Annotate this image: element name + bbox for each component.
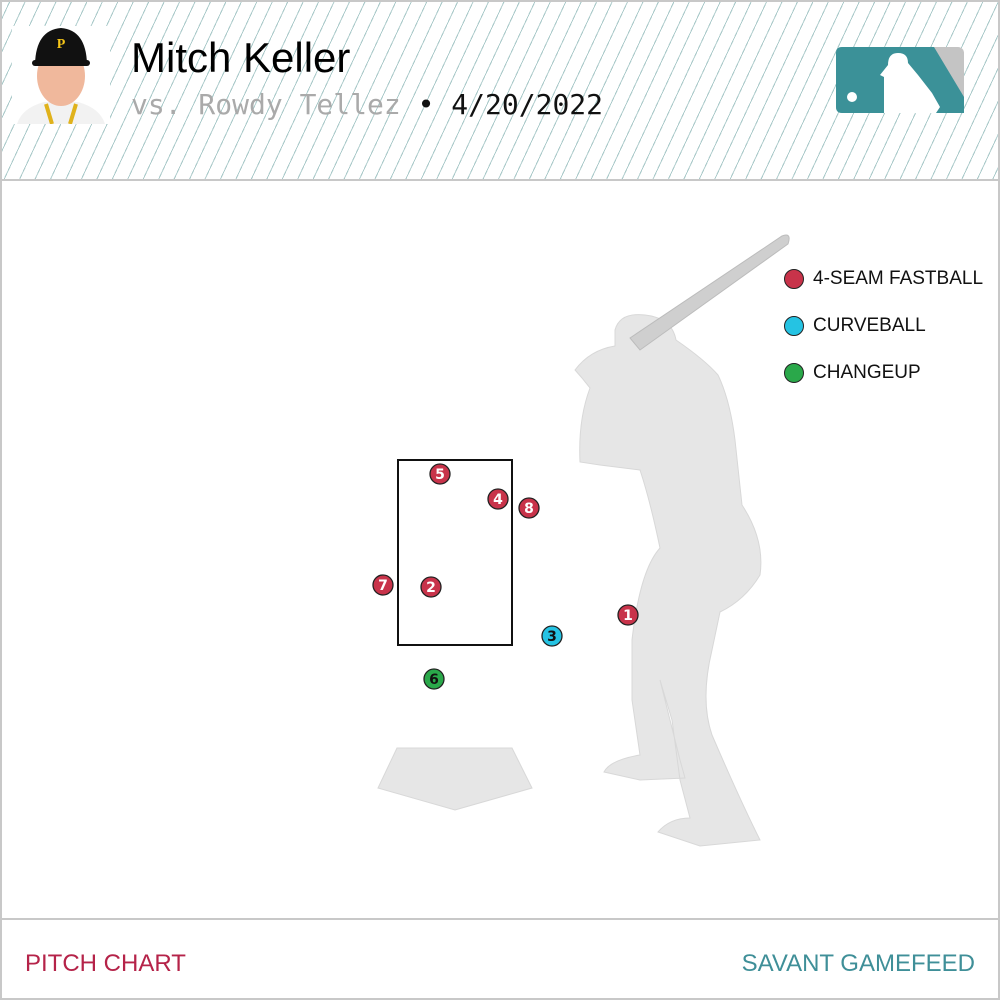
- batter-name: vs. Rowdy Tellez: [131, 88, 401, 121]
- pitch-dot[interactable]: [429, 463, 451, 485]
- pitch-marker[interactable]: 6: [423, 668, 445, 690]
- pitch-marker[interactable]: 8: [518, 497, 540, 519]
- pitch-dot[interactable]: [420, 576, 442, 598]
- pitch-chart-tab[interactable]: PITCH CHART: [25, 950, 186, 977]
- bat: [629, 234, 790, 351]
- batter-silhouette: [574, 314, 762, 847]
- legend-item-changeup: CHANGEUP: [784, 349, 983, 396]
- separator: •: [417, 88, 435, 121]
- pitch-marker[interactable]: 4: [487, 488, 509, 510]
- pitch-dot[interactable]: [617, 604, 639, 626]
- legend-label: CHANGEUP: [813, 361, 921, 383]
- header: P Mitch Keller vs. Rowdy Tellez • 4/20/2…: [0, 0, 1000, 181]
- pitch-dot[interactable]: [518, 497, 540, 519]
- matchup-line: vs. Rowdy Tellez • 4/20/2022: [131, 88, 603, 121]
- pitcher-headshot: P: [12, 26, 110, 124]
- pitch-marker[interactable]: 2: [420, 576, 442, 598]
- pitch-marker[interactable]: 1: [617, 604, 639, 626]
- legend: 4-SEAM FASTBALL CURVEBALL CHANGEUP: [784, 255, 983, 396]
- pitch-number: 4: [493, 492, 503, 508]
- pitch-dot[interactable]: [541, 625, 563, 647]
- pitch-dot[interactable]: [487, 488, 509, 510]
- pitcher-name: Mitch Keller: [131, 34, 351, 81]
- svg-text:P: P: [57, 37, 66, 52]
- mlb-logo: [836, 47, 964, 113]
- savant-gamefeed-link[interactable]: SAVANT GAMEFEED: [741, 950, 975, 977]
- pitch-marker[interactable]: 7: [372, 574, 394, 596]
- curveball-dot-icon: [784, 315, 804, 336]
- home-plate: [377, 747, 533, 811]
- pitch-number: 2: [426, 580, 436, 596]
- changeup-dot-icon: [784, 362, 804, 383]
- pitch-number: 8: [524, 501, 534, 517]
- footer: PITCH CHART SAVANT GAMEFEED: [0, 918, 1000, 1000]
- game-date: 4/20/2022: [451, 88, 604, 121]
- pitch-marker[interactable]: 3: [541, 625, 563, 647]
- strike-zone: [397, 459, 513, 646]
- legend-label: 4-SEAM FASTBALL: [813, 267, 984, 289]
- pitch-number: 5: [435, 467, 445, 483]
- pitch-number: 3: [547, 629, 557, 645]
- legend-label: CURVEBALL: [813, 314, 926, 336]
- pitch-dot[interactable]: [423, 668, 445, 690]
- pitch-marker[interactable]: 5: [429, 463, 451, 485]
- pitch-number: 7: [378, 578, 388, 594]
- pitch-number: 1: [623, 608, 633, 624]
- pitch-dot[interactable]: [372, 574, 394, 596]
- legend-item-curveball: CURVEBALL: [784, 302, 983, 349]
- fastball-dot-icon: [784, 268, 804, 289]
- legend-item-fastball: 4-SEAM FASTBALL: [784, 255, 983, 302]
- pitch-number: 6: [429, 672, 439, 688]
